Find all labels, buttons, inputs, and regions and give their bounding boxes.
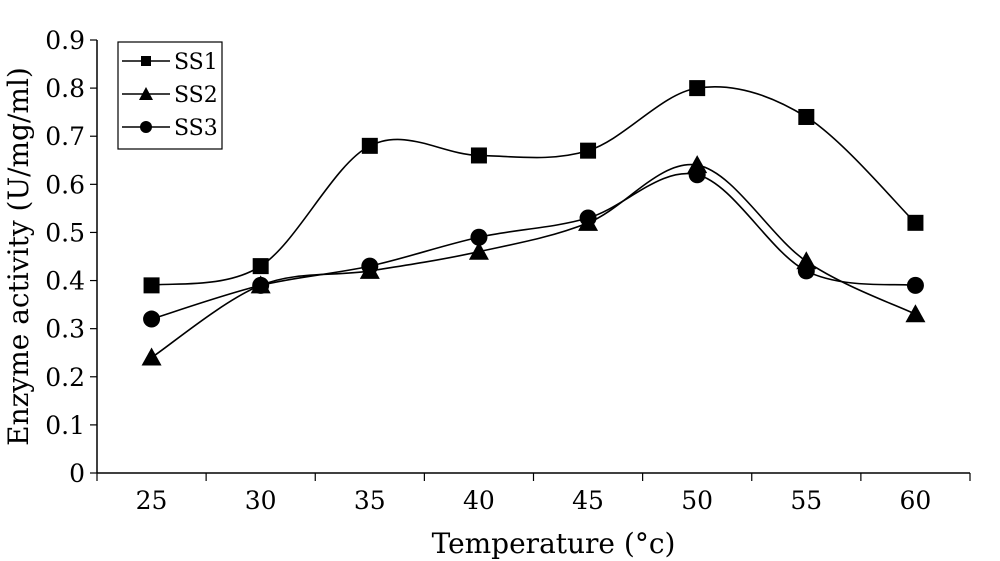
series-ss3-point [361, 257, 379, 275]
x-tick-label: 40 [463, 486, 495, 515]
series-ss1-point [252, 258, 269, 275]
series-ss1-point [580, 142, 597, 159]
x-axis-title: Temperature (°c) [432, 527, 676, 560]
legend-swatch-marker [141, 56, 151, 66]
series-ss1-point [361, 137, 378, 154]
y-tick-label: 0.3 [45, 315, 85, 344]
legend-item-ss2: SS2 [122, 83, 218, 108]
legend-swatch-marker [140, 121, 152, 133]
series-ss1-point [907, 214, 924, 231]
y-tick-label: 0.4 [45, 267, 85, 296]
x-tick-label: 30 [245, 486, 277, 515]
legend-label: SS3 [174, 116, 218, 141]
legend-item-ss3: SS3 [122, 116, 218, 141]
series-ss3-point [579, 209, 597, 227]
legend-label: SS2 [174, 83, 218, 108]
series-ss3-point [906, 276, 924, 294]
legend-label: SS1 [174, 50, 218, 75]
series-ss1-point [798, 108, 815, 125]
y-axis: 0 0.1 0.2 0.3 0.4 0.5 0.6 0.7 0.8 0.9 [45, 26, 97, 488]
x-tick-label: 35 [354, 486, 386, 515]
series-ss2-line [151, 163, 916, 359]
series-ss2-point [905, 304, 926, 323]
series-ss1-point [470, 147, 487, 164]
series-ss3-point [143, 310, 161, 328]
x-tick-label: 55 [790, 486, 822, 515]
x-axis: 25 30 35 40 45 50 55 60 [96, 473, 971, 515]
y-tick-label: 0.1 [45, 411, 85, 440]
y-tick-label: 0.8 [45, 74, 85, 103]
series-ss2-point [141, 347, 162, 366]
y-tick-label: 0 [69, 459, 85, 488]
y-tick-label: 0.5 [45, 218, 85, 247]
series-ss3-point [470, 228, 488, 246]
y-tick-label: 0.6 [45, 170, 85, 199]
legend-swatch-marker [139, 87, 153, 100]
legend: SS1 SS2 SS3 [117, 41, 223, 150]
legend-item-ss1: SS1 [122, 50, 218, 75]
series-ss3 [143, 166, 924, 328]
y-tick-label: 0.7 [45, 122, 85, 151]
series-ss2-point [468, 241, 489, 260]
x-tick-label: 45 [572, 486, 604, 515]
x-tick-label: 60 [900, 486, 932, 515]
series-ss1-point [143, 277, 160, 294]
y-tick-label: 0.2 [45, 363, 85, 392]
series-ss3-point [688, 166, 706, 184]
series-ss3-point [797, 262, 815, 280]
series-ss3-point [252, 276, 270, 294]
plot-area [141, 80, 926, 366]
x-tick-label: 25 [136, 486, 168, 515]
x-tick-label: 50 [681, 486, 713, 515]
legend-box [117, 41, 223, 150]
series-ss1-point [689, 80, 706, 97]
y-axis-title: Enzyme activity (U/mg/ml) [2, 67, 35, 446]
series-ss3-line [151, 172, 916, 320]
series-ss1 [143, 80, 924, 294]
y-tick-label: 0.9 [45, 26, 85, 55]
